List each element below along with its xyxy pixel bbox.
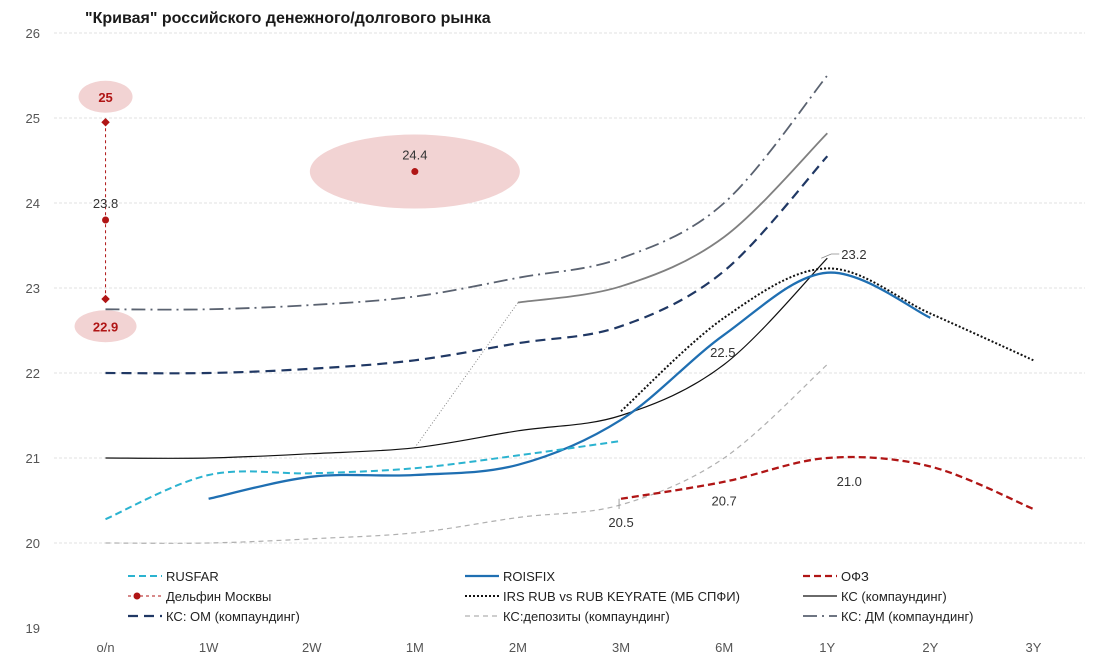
rate-point-marker [411, 168, 419, 176]
label-ofz-3m: 20.5 [608, 515, 633, 530]
highlight-top [78, 80, 133, 113]
x-tick-label-1Y: 1Y [819, 640, 835, 655]
leader-irs-1y [821, 253, 840, 259]
y-tick-label-22: 22 [26, 366, 40, 381]
y-tick-label-21: 21 [26, 451, 40, 466]
label-irs-1y: 23.2 [841, 247, 866, 262]
legend-label-2: ОФЗ [841, 569, 869, 584]
legend-label-1: ROISFIX [503, 569, 555, 584]
legend-label-6: КС: ОМ (компаундинг) [166, 609, 300, 624]
legend-label-0: RUSFAR [166, 569, 219, 584]
data-labels: 25 23.8 22.9 24.4 23.2 22.5 20.5 20.7 21.0 [93, 90, 867, 530]
series-line-7 [208, 271, 931, 500]
x-tick-label-2W: 2W [302, 640, 322, 655]
x-tick-label-3Y: 3Y [1025, 640, 1041, 655]
label-rate-point: 24.4 [402, 148, 427, 163]
series-line-4 [105, 364, 828, 544]
label-ofz-1y: 21.0 [837, 474, 862, 489]
label-ofz-6m: 20.7 [711, 494, 736, 509]
x-tick-label-1W: 1W [199, 640, 219, 655]
legend-marker-3 [133, 592, 141, 600]
highlight-ellipses [74, 80, 520, 343]
label-mid: 23.8 [93, 196, 118, 211]
legend-label-3: Дельфин Москвы [166, 589, 271, 604]
x-tick-label-1M: 1M [406, 640, 424, 655]
y-tick-label-19: 19 [26, 621, 40, 636]
data-markers [101, 118, 419, 304]
highlight-bottom [74, 310, 137, 343]
label-roisfix-6m: 22.5 [710, 345, 735, 360]
y-tick-label-20: 20 [26, 536, 40, 551]
series-line-0 [105, 74, 829, 311]
axis-tick-labels: 19 20 21 22 23 24 25 26 o/n 1W 2W 1M 2M 3M 6M 1Y 2Y 3Y [26, 26, 1042, 655]
legend: RUSFAR ROISFIX ОФЗ Дельфин Москвы IRS RUB vs… [128, 569, 974, 624]
x-tick-label-2M: 2M [509, 640, 527, 655]
label-top: 25 [98, 90, 112, 105]
label-bottom: 22.9 [93, 319, 118, 334]
delphin-marker-mid [102, 216, 110, 224]
chart-title: "Кривая" российского денежного/долгового… [85, 10, 491, 27]
legend-label-5: КС (компаундинг) [841, 589, 947, 604]
series-line-6 [620, 267, 1034, 412]
series-line-9 [620, 455, 1034, 511]
y-tick-label-24: 24 [26, 196, 40, 211]
x-tick-label-on: o/n [97, 640, 115, 655]
series-line-5 [105, 257, 828, 459]
legend-label-4: IRS RUB vs RUB KEYRATE (МБ СПФИ) [503, 589, 740, 604]
x-tick-label-2Y: 2Y [922, 640, 938, 655]
x-tick-label-6M: 6M [715, 640, 733, 655]
legend-label-8: КС: ДМ (компаундинг) [841, 609, 974, 624]
delphin-marker-bottom [101, 294, 110, 304]
legend-label-7: КС:депозиты (компаундинг) [503, 609, 670, 624]
series-line-2 [414, 302, 519, 449]
series-lines [105, 74, 1034, 544]
series-line-8 [105, 440, 622, 521]
series-line-1 [517, 132, 828, 304]
y-tick-label-26: 26 [26, 26, 40, 41]
x-tick-label-3M: 3M [612, 640, 630, 655]
y-tick-label-25: 25 [26, 111, 40, 126]
delphin-marker-top [101, 118, 110, 127]
y-tick-label-23: 23 [26, 281, 40, 296]
series-line-3 [105, 155, 829, 375]
